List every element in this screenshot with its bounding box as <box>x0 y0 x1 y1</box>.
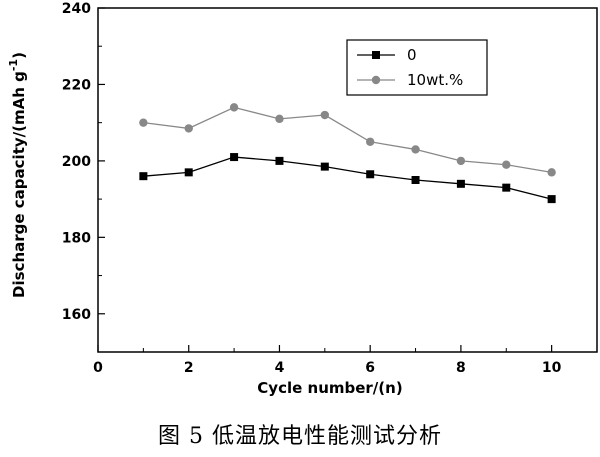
data-point <box>456 179 465 188</box>
legend-box <box>346 39 488 96</box>
axes <box>97 7 598 353</box>
data-point <box>229 103 239 112</box>
y-tick-label: 220 <box>62 77 91 93</box>
y-tick-label: 180 <box>62 230 91 246</box>
series-line <box>143 156 552 200</box>
data-point <box>366 170 375 179</box>
data-point <box>230 153 239 162</box>
legend: 0 10wt.% <box>346 39 488 96</box>
y-axis-title-sup: -1 <box>7 59 20 71</box>
data-point <box>320 162 329 171</box>
data-point <box>456 156 466 166</box>
legend-entry: 0 <box>407 46 417 64</box>
x-tick-label: 6 <box>365 360 375 376</box>
legend-entry: 10wt.% <box>407 71 463 89</box>
legend-marker <box>371 75 381 85</box>
data-point <box>411 145 420 154</box>
x-tick-label: 8 <box>456 360 466 376</box>
data-point <box>275 114 284 124</box>
data-point <box>365 137 375 146</box>
data-point <box>275 156 284 165</box>
data-point <box>184 168 193 177</box>
data-point <box>547 195 556 204</box>
data-point <box>502 160 511 169</box>
x-tick-label: 10 <box>542 360 562 376</box>
figure-caption: 图 5 低温放电性能测试分析 <box>158 424 442 449</box>
data-point <box>320 110 330 120</box>
y-tick-label: 240 <box>62 1 91 17</box>
data-point <box>139 172 148 181</box>
y-tick-label: 160 <box>62 307 91 323</box>
data-point <box>184 124 193 133</box>
plot-frame <box>97 7 598 353</box>
data-point <box>411 176 420 184</box>
x-tick-label: 2 <box>184 360 194 376</box>
series-line <box>143 106 552 173</box>
data-point <box>547 168 556 177</box>
data-point <box>502 183 511 192</box>
y-axis-title: Discharge capacity/(mAh g-1) <box>7 52 28 298</box>
y-axis-title-main: Discharge capacity/(mAh g <box>10 71 28 298</box>
series-1 <box>139 103 556 177</box>
y-tick-label: 200 <box>62 154 91 170</box>
y-axis-title-suffix: ) <box>10 52 28 59</box>
ticks: 0 2 4 6 8 10 160 180 200 220 240 <box>62 1 562 376</box>
series-0 <box>139 153 556 204</box>
chart: 0 2 4 6 8 10 160 180 200 220 240 0 10wt.% Cycle num… <box>7 1 598 397</box>
series-layer <box>139 103 556 204</box>
x-tick-label: 0 <box>93 360 103 376</box>
data-point <box>139 118 148 127</box>
x-tick-label: 4 <box>275 360 285 376</box>
x-axis-title: Cycle number/(n) <box>257 379 402 397</box>
legend-marker <box>372 51 380 59</box>
